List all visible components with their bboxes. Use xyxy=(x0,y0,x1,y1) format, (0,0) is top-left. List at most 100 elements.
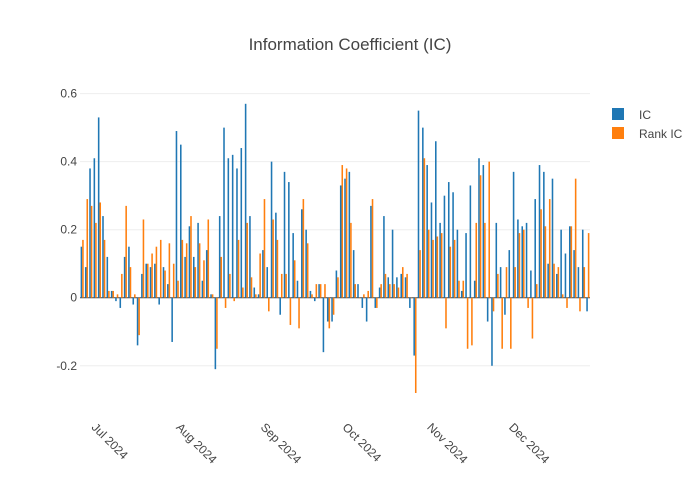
rank-ic-bar xyxy=(350,222,352,298)
rank-ic-bar xyxy=(462,280,465,298)
rank-ic-bar xyxy=(518,233,521,298)
ic-bar xyxy=(270,161,273,298)
ic-bar xyxy=(357,284,359,298)
rank-ic-bar xyxy=(224,297,227,308)
rank-ic-bar xyxy=(259,253,261,298)
ic-bar xyxy=(378,287,381,298)
rank-ic-bar xyxy=(168,243,171,298)
ic-bar xyxy=(374,297,377,308)
rank-ic-bar xyxy=(90,205,93,298)
ic-bar xyxy=(106,256,109,298)
ic-bar xyxy=(478,158,480,298)
ic-bar xyxy=(184,256,186,298)
rank-ic-bar xyxy=(125,205,127,298)
rank-ic-bar xyxy=(99,202,102,298)
ic-bar xyxy=(171,297,173,342)
rank-ic-bar xyxy=(566,297,568,308)
rank-ic-bar xyxy=(155,246,158,298)
ic-bar xyxy=(404,277,407,298)
ic-bar xyxy=(413,297,415,356)
rank-ic-bar xyxy=(479,175,482,298)
rank-ic-bar xyxy=(242,287,244,298)
legend-item-ic[interactable]: IC xyxy=(612,108,651,122)
rank-ic-bar xyxy=(505,267,508,298)
ic-bar xyxy=(352,250,355,298)
rank-ic-bar xyxy=(315,284,318,298)
rank-ic-bar xyxy=(332,297,335,315)
rank-ic-bar xyxy=(384,273,387,298)
ic-bar xyxy=(301,209,303,298)
rank-ic-bar xyxy=(285,273,287,298)
rank-ic-bar xyxy=(337,277,339,298)
rank-ic-bar xyxy=(246,222,248,298)
ic-bar xyxy=(551,178,554,298)
rank-ic-bar xyxy=(95,222,97,298)
rank-ic-bar xyxy=(449,246,452,298)
ic-bar xyxy=(322,297,325,353)
rank-ic-bar xyxy=(380,284,382,298)
y-axis-ticks: -0.2 0 0.2 0.4 0.6 xyxy=(56,87,77,373)
rank-ic-bar xyxy=(134,294,136,298)
rank-ic-bar xyxy=(276,239,279,298)
legend-swatch-ic xyxy=(612,108,624,120)
rank-ic-bar xyxy=(82,239,84,298)
ic-bar xyxy=(84,267,87,298)
ic-bar xyxy=(162,267,165,298)
rank-ic-bar xyxy=(164,270,166,298)
ic-bar xyxy=(400,273,402,298)
y-tick-label: 0.6 xyxy=(60,87,77,101)
ic-bar xyxy=(188,226,191,298)
ic-bar xyxy=(102,216,104,298)
rank-ic-bar xyxy=(488,161,490,298)
rank-ic-bar xyxy=(255,294,257,298)
rank-ic-bar xyxy=(237,239,240,298)
rank-ic-bar xyxy=(103,239,106,298)
rank-ic-bar xyxy=(475,222,478,298)
ic-bar xyxy=(417,110,420,298)
rank-ic-bar xyxy=(484,222,486,298)
rank-ic-bar xyxy=(293,260,296,298)
rank-ic-bar xyxy=(553,263,555,298)
rank-ic-bar xyxy=(233,297,235,302)
ic-bar xyxy=(538,165,541,298)
rank-ic-bar xyxy=(181,239,184,298)
ic-bar xyxy=(365,297,368,322)
rank-ic-bar xyxy=(587,233,590,298)
rank-ic-bar xyxy=(138,297,140,336)
ic-bar xyxy=(236,168,238,298)
ic-bar xyxy=(530,270,532,298)
rank-ic-bar xyxy=(376,297,378,308)
ic-bar xyxy=(210,294,212,298)
ic-bar xyxy=(283,171,286,298)
rank-ic-bar xyxy=(363,294,365,298)
rank-ic-bar xyxy=(579,297,581,312)
legend-item-rank-ic[interactable]: Rank IC xyxy=(612,127,683,141)
rank-ic-bar xyxy=(389,284,391,298)
ic-bar xyxy=(253,287,256,298)
rank-ic-bar xyxy=(345,168,348,298)
rank-ic-bar xyxy=(86,199,89,298)
ic-bar xyxy=(197,222,199,298)
ic-bar xyxy=(499,267,502,298)
rank-ic-bar xyxy=(497,273,499,298)
rank-ic-bar xyxy=(466,297,469,349)
ic-bar xyxy=(175,131,178,298)
ic-bar xyxy=(443,195,446,298)
ic-bar xyxy=(292,233,294,298)
ic-bar xyxy=(257,294,260,298)
ic-bar xyxy=(370,205,372,298)
ic-bar xyxy=(262,250,264,298)
ic-bar xyxy=(577,267,580,298)
rank-ic-bar xyxy=(574,178,577,298)
bars xyxy=(80,103,590,393)
rank-ic-bar xyxy=(393,284,395,298)
ic-bar xyxy=(279,297,281,315)
rank-ic-bar xyxy=(211,294,214,298)
rank-ic-bar xyxy=(203,260,205,298)
x-tick-label: Aug 2024 xyxy=(173,420,219,466)
ic-bar xyxy=(128,246,130,298)
ic-bar xyxy=(167,284,169,298)
ic-bar xyxy=(543,171,545,298)
rank-ic-bar xyxy=(510,297,512,349)
ic-bar xyxy=(180,144,182,298)
